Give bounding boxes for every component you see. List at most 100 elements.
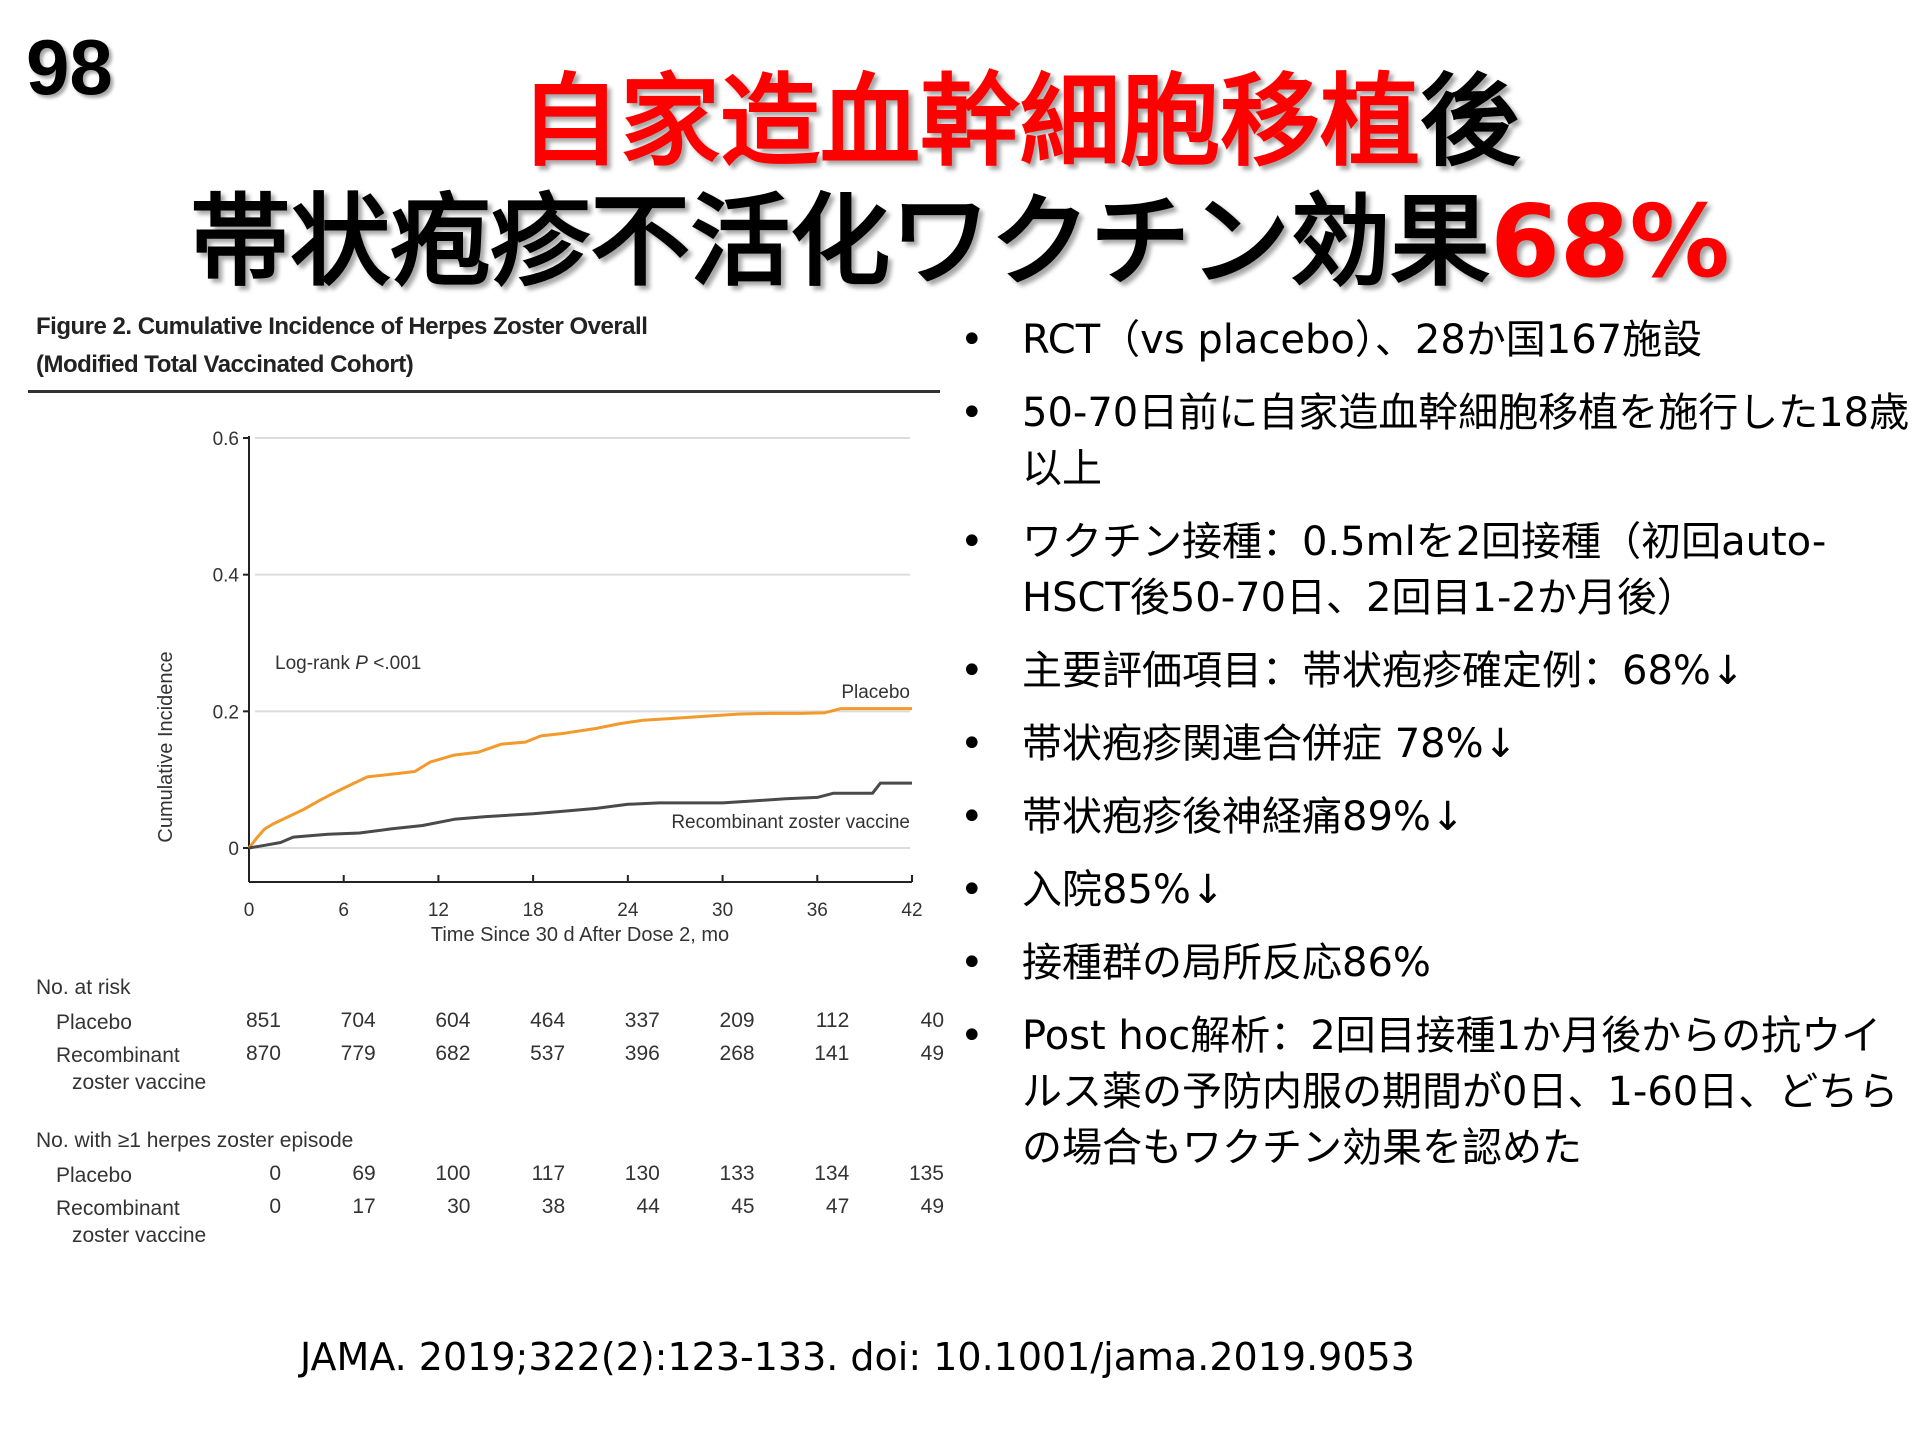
- risk-table-cell: 49: [920, 1195, 944, 1218]
- risk-table-cell: 396: [624, 1042, 660, 1065]
- risk-table-cell: 44: [636, 1195, 660, 1218]
- annotation-p: P: [355, 653, 368, 674]
- risk-table-cell: 45: [731, 1195, 755, 1218]
- bullet-text: 主要評価項目：帯状疱疹確定例：68%↓: [1022, 648, 1745, 694]
- bullet-text: 帯状疱疹関連合併症 78%↓: [1022, 721, 1518, 767]
- risk-table-cell: 38: [541, 1195, 566, 1218]
- bullet-text: 接種群の局所反応86%: [1022, 940, 1431, 986]
- risk-table-cell: 704: [340, 1009, 376, 1032]
- figure-title-line1: Figure 2. Cumulative Incidence of Herpes…: [36, 313, 648, 340]
- bullet-item: • 主要評価項目：帯状疱疹確定例：68%↓: [940, 643, 1910, 699]
- slide-title-line1: 自家造血幹細胞移植後: [60, 40, 1920, 185]
- bullet-item: • 帯状疱疹後神経痛89%↓: [940, 789, 1910, 845]
- bullet-text: ワクチン接種：0.5mlを2回接種（初回auto-HSCT後50-70日、2回目…: [1022, 519, 1827, 621]
- x-tick-label: 36: [807, 900, 828, 921]
- x-tick-label: 24: [617, 900, 639, 921]
- figure-title-line2: (Modified Total Vaccinated Cohort): [36, 351, 414, 378]
- bullet-text: 帯状疱疹後神経痛89%↓: [1022, 794, 1465, 840]
- bullet-marker: •: [960, 721, 984, 767]
- title-black-part: 後: [1420, 63, 1520, 180]
- y-tick-label: 0.2: [213, 702, 239, 723]
- risk-table-cell: 209: [719, 1009, 755, 1032]
- x-tick-label: 6: [338, 900, 349, 921]
- x-ticks: 0 6 12 18 24 30 36 42: [244, 875, 923, 921]
- bullet-marker: •: [960, 867, 984, 913]
- x-tick-label: 0: [244, 900, 255, 921]
- risk-table-cell: 47: [825, 1195, 850, 1218]
- series-label-vaccine: Recombinant zoster vaccine: [671, 812, 910, 833]
- slide-title-line2: 帯状疱疹不活化ワクチン効果68%: [0, 160, 1920, 305]
- bullet-item: • Post hoc解析：2回目接種1か月後からの抗ウイルス薬の予防内服の期間が0…: [940, 1008, 1910, 1176]
- km-chart: 0 0.2 0.4 0.6 0 6 12 18 24 30 36 42 Cumulative Inc…: [155, 429, 923, 946]
- risk-row-label-line1: Recombinant: [56, 1197, 180, 1220]
- risk-table-cell: 112: [815, 1009, 850, 1032]
- gridlines: [255, 437, 910, 849]
- risk-row-label-line1: Placebo: [56, 1164, 132, 1187]
- bullet-text: 50-70日前に自家造血幹細胞移植を施行した18歳以上: [1022, 390, 1910, 492]
- risk-table-cell: 604: [435, 1009, 471, 1032]
- y-tick-label: 0.6: [213, 429, 239, 450]
- annotation-suffix: <.001: [368, 653, 421, 674]
- risk-table-cell: 268: [719, 1042, 755, 1065]
- figure-panel: Figure 2. Cumulative Incidence of Herpes…: [20, 300, 945, 1260]
- risk-row-label-line2: zoster vaccine: [72, 1071, 207, 1094]
- bullet-marker: •: [960, 648, 984, 694]
- risk-table-cell: 870: [245, 1042, 281, 1065]
- title-red-part: 自家造血幹細胞移植: [520, 63, 1420, 180]
- bullet-item: • 50-70日前に自家造血幹細胞移植を施行した18歳以上: [940, 385, 1910, 497]
- x-tick-label: 12: [428, 900, 449, 921]
- log-rank-annotation: Log-rank P <.001: [275, 653, 421, 674]
- y-tick-label: 0: [228, 839, 239, 860]
- bullet-marker: •: [960, 940, 984, 986]
- x-tick-label: 30: [712, 900, 733, 921]
- bullet-item: • ワクチン接種：0.5mlを2回接種（初回auto-HSCT後50-70日、2回…: [940, 514, 1910, 626]
- risk-table-cell: 40: [920, 1009, 944, 1032]
- bullet-marker: •: [960, 1013, 984, 1059]
- title-black-part: 帯状疱疹不活化ワクチン効果: [190, 183, 1491, 300]
- y-tick-label: 0.4: [213, 566, 240, 587]
- bullet-marker: •: [960, 794, 984, 840]
- placebo-line: [247, 707, 912, 849]
- risk-table-cell: 17: [352, 1195, 376, 1218]
- risk-table-heading: No. at risk: [36, 976, 131, 999]
- bullet-marker: •: [960, 317, 984, 363]
- bullet-item: • 接種群の局所反応86%: [940, 935, 1910, 991]
- bullet-item: • RCT（vs placebo）、28か国167施設: [940, 312, 1910, 368]
- risk-table-cell: 130: [624, 1162, 660, 1185]
- risk-row-label: Recombinant zoster vaccine: [56, 1042, 206, 1096]
- risk-table-cell: 851: [245, 1009, 281, 1032]
- x-tick-label: 42: [901, 900, 922, 921]
- bullet-text: Post hoc解析：2回目接種1か月後からの抗ウイルス薬の予防内服の期間が0日…: [1022, 1013, 1899, 1171]
- bullet-text: RCT（vs placebo）、28か国167施設: [1022, 317, 1703, 363]
- axes: [248, 436, 912, 883]
- risk-table-cell: 682: [435, 1042, 471, 1065]
- risk-table-heading: No. with ≥1 herpes zoster episode: [36, 1129, 354, 1152]
- risk-table-cell: 779: [340, 1042, 376, 1065]
- risk-row-label-line1: Recombinant: [56, 1044, 180, 1067]
- risk-row-label-line1: Placebo: [56, 1011, 132, 1034]
- risk-table-cell: 337: [624, 1009, 660, 1032]
- y-axis-label: Cumulative Incidence: [155, 651, 177, 842]
- bullet-text: 入院85%↓: [1022, 867, 1225, 913]
- bullet-marker: •: [960, 519, 984, 565]
- risk-row-label: Placebo: [56, 1009, 132, 1036]
- citation: JAMA. 2019;322(2):123-133. doi: 10.1001/…: [300, 1335, 1415, 1379]
- series-label-placebo: Placebo: [841, 682, 910, 703]
- risk-row-label: Placebo: [56, 1162, 132, 1189]
- risk-table-cell: 133: [719, 1162, 755, 1185]
- risk-table-cell: 117: [531, 1162, 566, 1185]
- risk-table-cell: 49: [920, 1042, 944, 1065]
- x-tick-label: 18: [523, 900, 544, 921]
- risk-table-cell: 537: [530, 1042, 566, 1065]
- bullet-item: • 帯状疱疹関連合併症 78%↓: [940, 716, 1910, 772]
- risk-table-cell: 100: [435, 1162, 471, 1185]
- series-lines: [247, 707, 912, 850]
- risk-table-cell: 141: [814, 1042, 850, 1065]
- bullet-list: • RCT（vs placebo）、28か国167施設 • 50-70日前に自家造血幹…: [940, 312, 1910, 1193]
- risk-table-cell: 134: [814, 1162, 850, 1185]
- slide-number: 98: [26, 23, 113, 111]
- bullet-item: • 入院85%↓: [940, 862, 1910, 918]
- risk-table-cell: 464: [530, 1009, 566, 1032]
- risk-row-label-line2: zoster vaccine: [72, 1224, 207, 1247]
- vaccine-line: [248, 781, 912, 850]
